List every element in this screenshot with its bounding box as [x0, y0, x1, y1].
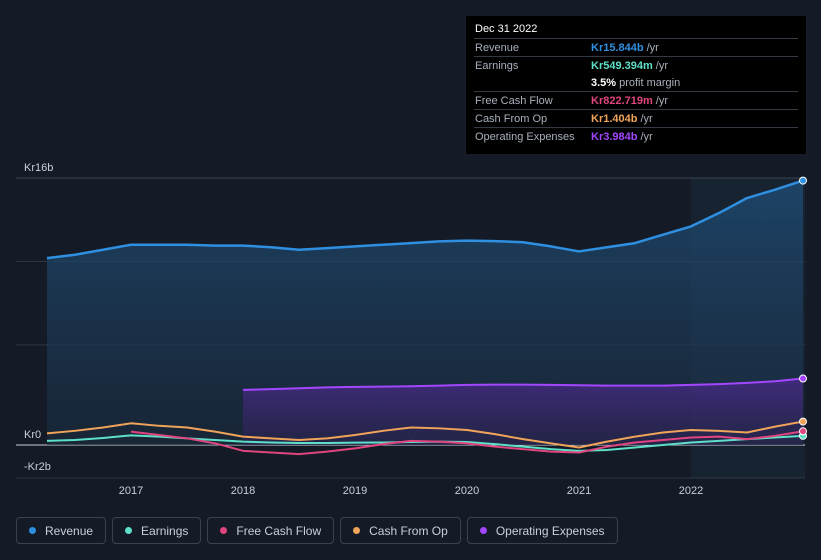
tooltip-row-label: Revenue: [475, 41, 520, 54]
x-tick-label: 2022: [679, 485, 703, 497]
legend: Revenue Earnings Free Cash Flow Cash From O…: [16, 517, 618, 546]
legend-label: Revenue: [45, 523, 94, 538]
tooltip-row-value: 3.5%: [591, 76, 617, 89]
point-operating-expenses: [799, 374, 807, 383]
tooltip-row-unit: /yr: [655, 59, 669, 72]
tooltip: Dec 31 2022 Revenue Kr15.844b/yr Earnings K…: [466, 16, 806, 154]
tooltip-row-label: Free Cash Flow: [475, 94, 553, 107]
chart-plot: Kr16b Kr0 -Kr2b 2017 2018 2019 2020 2021 2022: [16, 162, 807, 497]
legend-dot-icon: [220, 527, 228, 534]
point-cash-from-op: [799, 417, 807, 426]
y-label-zero: Kr0: [24, 429, 41, 441]
series-line-free-cash-flow: [130, 430, 804, 456]
tooltip-row-unit: /yr: [646, 41, 659, 54]
tooltip-row-unit: /yr: [655, 94, 669, 107]
tooltip-row-unit: /yr: [640, 112, 653, 125]
y-label-bottom: -Kr2b: [24, 461, 51, 473]
tooltip-row-label: Earnings: [475, 59, 519, 72]
tooltip-row-value: Kr3.984b: [591, 130, 638, 143]
y-label-top: Kr16b: [24, 162, 53, 174]
legend-item-operating-expenses[interactable]: Operating Expenses: [466, 517, 618, 544]
legend-label: Free Cash Flow: [236, 523, 322, 538]
tooltip-row: Cash From Op Kr1.404b/yr: [474, 109, 798, 127]
tooltip-row-label: Operating Expenses: [475, 130, 575, 143]
x-tick-label: 2017: [119, 485, 143, 497]
legend-dot-icon: [125, 527, 133, 534]
legend-item-earnings[interactable]: Earnings: [112, 517, 202, 544]
legend-item-free-cash-flow[interactable]: Free Cash Flow: [207, 517, 335, 544]
series-line-cash-from-op: [46, 420, 804, 449]
tooltip-row-unit: /yr: [640, 130, 653, 143]
tooltip-row-value: Kr15.844b: [591, 41, 644, 54]
legend-dot-icon: [353, 527, 361, 534]
legend-label: Earnings: [141, 523, 189, 538]
point-revenue: [799, 176, 807, 185]
tooltip-row-unit: profit margin: [619, 76, 681, 89]
legend-label: Operating Expenses: [495, 523, 605, 538]
x-tick-label: 2019: [343, 485, 367, 497]
tooltip-row-value: Kr1.404b: [591, 112, 638, 125]
tooltip-row: 3.5% profit margin: [474, 74, 798, 91]
point-free-cash-flow: [799, 427, 807, 436]
legend-item-cash-from-op[interactable]: Cash From Op: [340, 517, 461, 544]
tooltip-row: Free Cash Flow Kr822.719m/yr: [474, 91, 798, 109]
tooltip-row-value: Kr549.394m: [591, 59, 653, 72]
area-operating-expenses: [243, 378, 803, 445]
series-line-operating-expenses: [242, 377, 804, 391]
tooltip-row: Operating Expenses Kr3.984b/yr: [474, 127, 798, 145]
tooltip-row: Revenue Kr15.844b/yr: [474, 38, 798, 56]
legend-label: Cash From Op: [369, 523, 448, 538]
x-tick-label: 2021: [567, 485, 591, 497]
x-tick-label: 2020: [455, 485, 479, 497]
tooltip-row-value: Kr822.719m: [591, 94, 653, 107]
legend-item-revenue[interactable]: Revenue: [16, 517, 107, 544]
tooltip-row: Earnings Kr549.394m/yr: [474, 56, 798, 74]
legend-dot-icon: [479, 527, 487, 534]
tooltip-date: Dec 31 2022: [475, 23, 538, 35]
tooltip-row-label: Cash From Op: [475, 112, 548, 125]
legend-dot-icon: [29, 527, 36, 534]
x-tick-label: 2018: [231, 485, 255, 497]
series-line-revenue: [46, 179, 804, 260]
